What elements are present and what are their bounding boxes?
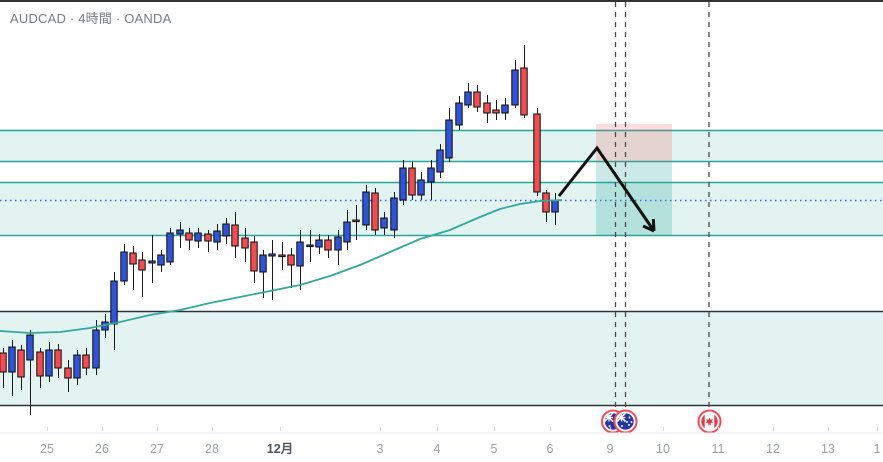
- candle-body-up: [551, 199, 559, 213]
- x-axis-label[interactable]: 28: [205, 442, 219, 456]
- candle-body-down: [0, 352, 7, 373]
- candle-body-down: [287, 254, 295, 266]
- candle-body-down: [324, 239, 332, 251]
- candle-body-down: [533, 113, 541, 193]
- event-flag-australia[interactable]: [613, 409, 638, 434]
- candle-body-up: [334, 236, 342, 251]
- candle-body-up: [148, 260, 156, 264]
- candle-body-down: [542, 192, 550, 213]
- candle-body-down: [371, 192, 379, 231]
- candle-body-up: [8, 346, 16, 373]
- x-axis-label[interactable]: 27: [150, 442, 164, 456]
- projection-arrow[interactable]: [557, 145, 656, 232]
- x-axis-label[interactable]: 26: [95, 442, 109, 456]
- candle-body-up: [73, 354, 81, 379]
- candle-body-up: [157, 254, 165, 266]
- x-axis-label[interactable]: 13: [821, 442, 835, 456]
- candle-body-up: [259, 254, 267, 273]
- candle-body-down: [185, 232, 193, 241]
- candle-body-down: [129, 252, 137, 265]
- candle-body-down: [138, 259, 146, 271]
- candle-body-up: [45, 349, 53, 377]
- candle-body-down: [231, 224, 239, 247]
- x-axis-label[interactable]: 12月: [267, 442, 293, 456]
- candle-body-up: [306, 244, 314, 248]
- candle-body-up: [436, 149, 444, 173]
- candle-body-up: [166, 232, 174, 263]
- candle-body-down: [204, 233, 212, 242]
- candle-body-down: [483, 102, 491, 114]
- x-axis-label[interactable]: 4: [434, 442, 441, 456]
- candle-body-down: [241, 237, 249, 249]
- candle-body-up: [296, 241, 304, 267]
- x-axis-label[interactable]: 6: [547, 442, 554, 456]
- candle-body-up: [194, 232, 202, 242]
- candle-body-down: [520, 67, 528, 116]
- candle-body-down: [408, 167, 416, 196]
- projection-arrowhead: [651, 218, 656, 232]
- x-axis-label[interactable]: 11: [712, 442, 725, 456]
- candle-body-up: [92, 329, 100, 369]
- candle-body-up: [455, 102, 463, 126]
- x-axis-label[interactable]: 5: [491, 442, 498, 456]
- candle-body-up: [501, 104, 509, 114]
- x-axis-label[interactable]: 10: [656, 442, 670, 456]
- event-flag-canada[interactable]: [697, 409, 722, 434]
- candle-body-up: [399, 167, 407, 201]
- candle-body-up: [417, 179, 425, 196]
- x-axis-label[interactable]: 25: [40, 442, 54, 456]
- candle-body-up: [315, 239, 323, 248]
- candle-body-down: [82, 354, 90, 369]
- price-zone-band[interactable]: [0, 311, 883, 405]
- risk-box[interactable]: [596, 124, 672, 162]
- candle-body-up: [511, 69, 519, 106]
- candle-body-up: [176, 229, 184, 235]
- candle-body-down: [54, 349, 62, 369]
- candle-body-up: [380, 217, 388, 229]
- candle-body-up: [445, 119, 453, 159]
- canada-flag-icon: [701, 413, 718, 430]
- candle-body-down: [64, 367, 72, 379]
- candle-body-down: [250, 241, 258, 272]
- candle-body-down: [492, 109, 500, 114]
- candle-body-up: [343, 221, 351, 243]
- candle-body-up: [390, 197, 398, 231]
- projection-arrowhead: [642, 224, 655, 233]
- reward-box[interactable]: [596, 162, 672, 235]
- candle-body-up: [464, 91, 472, 106]
- candle-body-up: [427, 167, 435, 183]
- candle-body-down: [278, 254, 286, 258]
- x-axis-label[interactable]: 12: [766, 442, 780, 456]
- x-axis-label[interactable]: 1: [874, 442, 881, 456]
- candle-body-up: [110, 280, 118, 325]
- symbol-title[interactable]: AUDCAD · 4時間 · OANDA: [10, 11, 172, 26]
- candle-body-up: [222, 223, 230, 237]
- price-zone-band[interactable]: [0, 182, 883, 235]
- x-axis-label[interactable]: 3: [377, 442, 384, 456]
- moving-average-line[interactable]: [0, 199, 563, 334]
- candle-body-up: [26, 334, 34, 361]
- maple-leaf-icon: [705, 417, 714, 426]
- candle-body-down: [473, 91, 481, 108]
- candle-body-up: [120, 251, 128, 282]
- x-axis-label[interactable]: 9: [607, 442, 614, 456]
- candle-body-up: [362, 191, 370, 226]
- candle-body-down: [36, 351, 44, 377]
- candle-body-down: [17, 349, 25, 378]
- candle-body-up: [213, 230, 221, 243]
- candle-body-down: [352, 219, 360, 223]
- candle-body-up: [268, 253, 276, 257]
